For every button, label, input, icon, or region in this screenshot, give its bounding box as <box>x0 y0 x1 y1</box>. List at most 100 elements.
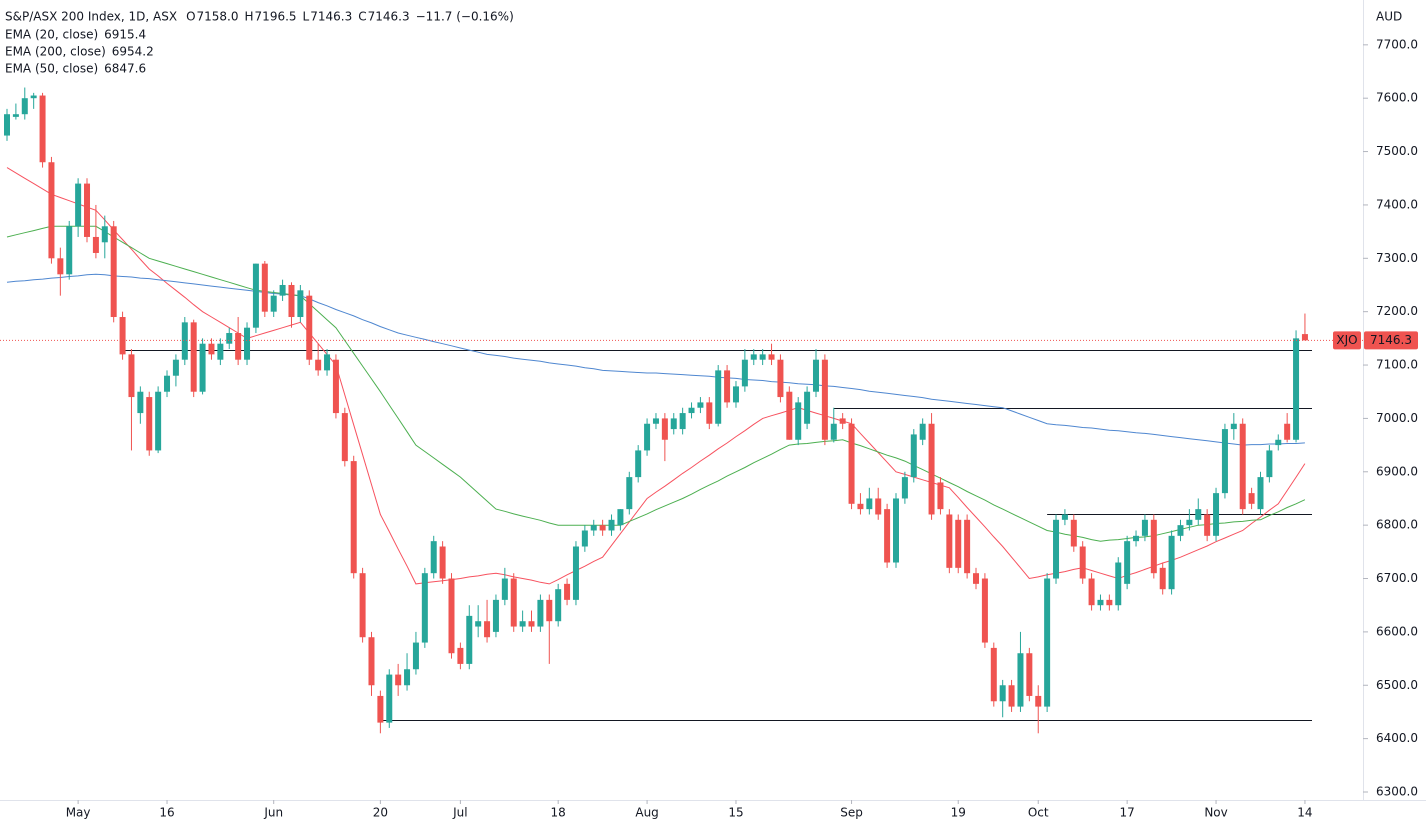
candle-body <box>4 114 10 136</box>
candle-body <box>537 599 544 627</box>
y-tick-label: 6700.0 <box>1376 571 1418 585</box>
candle-body <box>75 183 82 227</box>
candle-body <box>812 359 819 392</box>
candle-body <box>830 423 837 440</box>
candle-body <box>199 343 206 392</box>
symbol-tag <box>1333 331 1361 350</box>
candle-body <box>48 162 55 259</box>
candle-body <box>1266 450 1273 478</box>
y-tick-label: 7400.0 <box>1376 197 1418 211</box>
candle-body <box>84 183 91 237</box>
candle-body <box>404 669 411 686</box>
y-tick-label: 7200.0 <box>1376 304 1418 318</box>
candle-body <box>946 514 953 568</box>
candle-body <box>1257 477 1264 510</box>
candle-body <box>1061 514 1068 520</box>
candle-body <box>893 498 899 563</box>
y-tick-label: 7600.0 <box>1376 91 1418 105</box>
x-tick-label: 15 <box>728 806 743 820</box>
candle-body <box>39 95 46 163</box>
candle-body <box>581 530 588 547</box>
candle-body <box>1026 653 1033 696</box>
ohlc-label: L <box>303 10 310 24</box>
legend-label: EMA (200, close) <box>5 45 106 59</box>
candle-body <box>652 418 659 424</box>
candle-body <box>164 375 171 392</box>
candle-body <box>1186 519 1193 526</box>
candle-body <box>955 519 962 568</box>
candle-body <box>688 407 695 414</box>
candle-body <box>564 583 571 600</box>
y-tick-label: 7700.0 <box>1376 37 1418 51</box>
candle-body <box>706 402 713 424</box>
candle-body <box>412 642 419 670</box>
candle-body <box>1115 562 1122 606</box>
candle-body <box>137 391 144 414</box>
candle-body <box>990 647 997 702</box>
candle-body <box>119 317 126 355</box>
candle-body <box>350 461 357 574</box>
candle-body <box>421 573 428 643</box>
candle-body <box>572 546 579 600</box>
candle-body <box>964 519 971 574</box>
candle-body <box>617 509 624 526</box>
candle-body <box>1035 695 1042 707</box>
y-tick-label: 6300.0 <box>1376 784 1418 798</box>
legend-label: EMA (20, close) <box>5 28 98 42</box>
ema-line <box>6 167 1306 585</box>
candle-body <box>875 498 882 515</box>
candle-body <box>386 674 393 723</box>
y-tick-label: 6900.0 <box>1376 464 1418 478</box>
candle-body <box>110 226 117 318</box>
candle-body <box>937 482 944 510</box>
candle-body <box>1230 423 1237 430</box>
y-tick-label: 7000.0 <box>1376 411 1418 425</box>
candle-body <box>1044 578 1051 707</box>
legend-value: 6954.2 <box>112 45 154 59</box>
candle-body <box>1070 519 1077 547</box>
y-tick-label: 6500.0 <box>1376 678 1418 692</box>
candle-body <box>359 573 366 638</box>
candle-body <box>21 98 28 115</box>
candle-body <box>92 236 99 253</box>
legend-value: 6847.6 <box>104 62 146 76</box>
candle-body <box>1239 423 1246 510</box>
candle-body <box>804 391 811 424</box>
candle-body <box>768 354 775 360</box>
x-tick-label: 17 <box>1119 806 1134 820</box>
candle-body <box>235 333 242 360</box>
candle-body <box>1248 493 1255 504</box>
candle-body <box>1097 599 1104 606</box>
candle-body <box>1168 535 1175 590</box>
candle-body <box>732 386 739 403</box>
candle-body <box>901 477 908 499</box>
candle-body <box>252 263 259 328</box>
candle-body <box>244 327 251 360</box>
ohlc-value: 7196.5 <box>255 10 297 24</box>
y-tick-label: 7300.0 <box>1376 251 1418 265</box>
candle-body <box>1213 493 1220 536</box>
x-tick-label: Jul <box>452 806 467 820</box>
x-tick-label: Aug <box>635 806 658 820</box>
candle-body <box>261 263 268 312</box>
y-tick-label: 7100.0 <box>1376 358 1418 372</box>
candle-body <box>484 621 491 638</box>
price-tag-label: 7146.3 <box>1370 333 1412 347</box>
candle-body <box>697 402 704 408</box>
candle-body <box>528 621 535 627</box>
candle-body <box>181 322 188 360</box>
candle-body <box>1293 338 1300 440</box>
x-tick-label: May <box>66 806 91 820</box>
candle-body <box>466 615 473 664</box>
candle-body <box>66 226 73 275</box>
candle-body <box>670 418 677 430</box>
candle-body <box>519 621 526 627</box>
candle-body <box>821 359 828 440</box>
plot <box>0 87 1363 734</box>
candle-body <box>475 621 482 627</box>
candle-body <box>492 599 499 632</box>
x-tick-label: 14 <box>1297 806 1312 820</box>
candle-body <box>172 359 179 376</box>
